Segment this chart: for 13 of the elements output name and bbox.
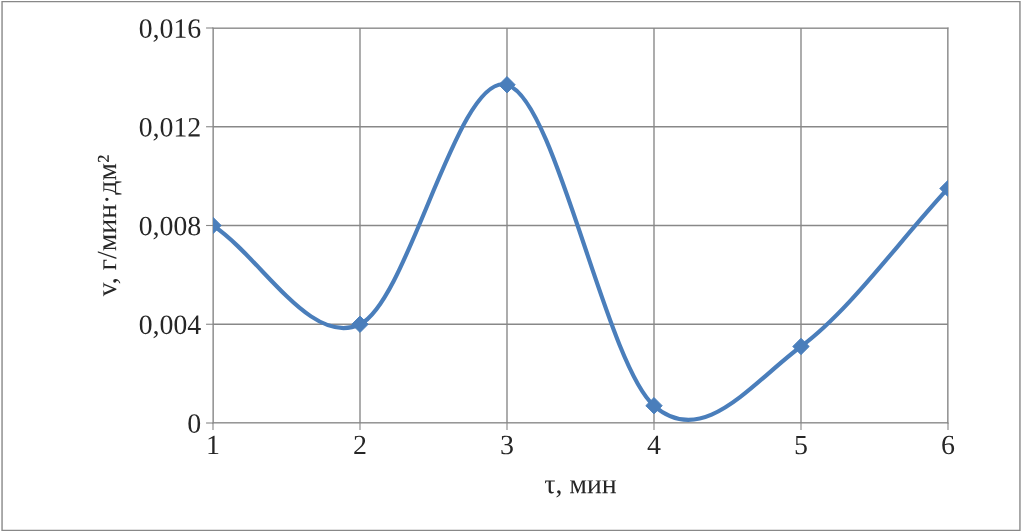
y-axis-title: v, г/мин·дм² xyxy=(97,155,122,297)
y-tick-label: 0,012 xyxy=(139,117,200,141)
y-tick-label: 0,008 xyxy=(139,216,201,240)
x-tick-label: 1 xyxy=(208,435,219,455)
x-axis-title: τ, мин xyxy=(544,480,617,498)
x-tick-label: 3 xyxy=(501,435,513,455)
y-tick-label: 0,004 xyxy=(139,315,201,339)
x-tick-label: 4 xyxy=(647,435,661,455)
y-tick-label: 0 xyxy=(188,414,201,433)
x-tick-label: 2 xyxy=(354,435,366,455)
x-tick-label: 6 xyxy=(942,435,955,455)
x-tick-label: 5 xyxy=(795,435,807,455)
y-tick-label: 0,016 xyxy=(139,19,201,42)
